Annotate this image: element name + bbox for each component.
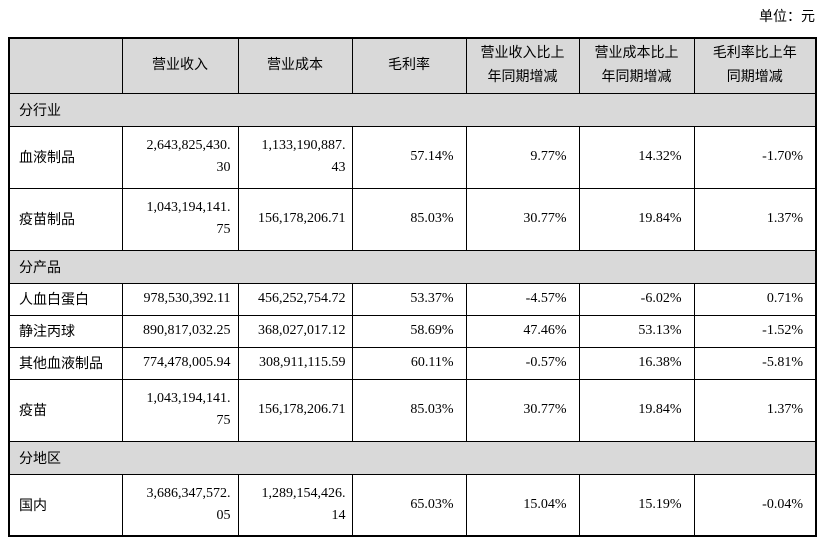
- row-label: 国内: [8, 473, 123, 537]
- revenue-yoy-cell: -4.57%: [465, 282, 580, 316]
- revenue-cell: 774,478,005.94: [121, 346, 239, 380]
- table-row: 其他血液制品 774,478,005.94 308,911,115.59 60.…: [8, 346, 817, 380]
- col-header-revenue-yoy: 营业收入比上年同期增减: [465, 37, 580, 94]
- cost-cell: 1,289,154,426.14: [237, 473, 353, 537]
- gross-margin-cell: 58.69%: [351, 314, 467, 348]
- cost-cell: 456,252,754.72: [237, 282, 353, 316]
- margin-yoy-cell: -1.52%: [693, 314, 817, 348]
- table-row: 血液制品 2,643,825,430.30 1,133,190,887.43 5…: [8, 125, 817, 189]
- col-header-margin-yoy: 毛利率比上年同期增减: [693, 37, 817, 94]
- col-header-empty: [8, 37, 123, 94]
- cost-cell: 156,178,206.71: [237, 378, 353, 442]
- gross-margin-cell: 53.37%: [351, 282, 467, 316]
- section-label: 分产品: [8, 249, 817, 284]
- cost-yoy-cell: 15.19%: [578, 473, 695, 537]
- revenue-cell: 890,817,032.25: [121, 314, 239, 348]
- cost-yoy-cell: 19.84%: [578, 378, 695, 442]
- section-row-product: 分产品: [8, 249, 817, 284]
- revenue-yoy-cell: 15.04%: [465, 473, 580, 537]
- col-header-cost-yoy: 营业成本比上年同期增减: [578, 37, 695, 94]
- section-row-region: 分地区: [8, 440, 817, 475]
- cost-cell: 308,911,115.59: [237, 346, 353, 380]
- row-label: 静注丙球: [8, 314, 123, 348]
- revenue-yoy-cell: 9.77%: [465, 125, 580, 189]
- table-row: 疫苗 1,043,194,141.75 156,178,206.71 85.03…: [8, 378, 817, 442]
- cost-cell: 156,178,206.71: [237, 187, 353, 251]
- table-header-row: 营业收入 营业成本 毛利率 营业收入比上年同期增减 营业成本比上年同期增减 毛利…: [8, 37, 817, 94]
- section-label: 分行业: [8, 92, 817, 127]
- col-header-revenue: 营业收入: [121, 37, 239, 94]
- row-label: 疫苗制品: [8, 187, 123, 251]
- revenue-yoy-cell: -0.57%: [465, 346, 580, 380]
- row-label: 其他血液制品: [8, 346, 123, 380]
- cost-cell: 368,027,017.12: [237, 314, 353, 348]
- margin-yoy-cell: -0.04%: [693, 473, 817, 537]
- gross-margin-cell: 60.11%: [351, 346, 467, 380]
- table-row: 国内 3,686,347,572.05 1,289,154,426.14 65.…: [8, 473, 817, 537]
- table-row: 人血白蛋白 978,530,392.11 456,252,754.72 53.3…: [8, 282, 817, 316]
- margin-yoy-cell: -5.81%: [693, 346, 817, 380]
- revenue-yoy-cell: 47.46%: [465, 314, 580, 348]
- revenue-cell: 978,530,392.11: [121, 282, 239, 316]
- cost-yoy-cell: 19.84%: [578, 187, 695, 251]
- cost-yoy-cell: 14.32%: [578, 125, 695, 189]
- gross-margin-cell: 57.14%: [351, 125, 467, 189]
- gross-margin-cell: 85.03%: [351, 187, 467, 251]
- gross-margin-cell: 65.03%: [351, 473, 467, 537]
- section-row-industry: 分行业: [8, 92, 817, 127]
- revenue-yoy-cell: 30.77%: [465, 378, 580, 442]
- table-row: 疫苗制品 1,043,194,141.75 156,178,206.71 85.…: [8, 187, 817, 251]
- unit-label: 单位：元: [759, 10, 815, 25]
- revenue-cell: 1,043,194,141.75: [121, 187, 239, 251]
- table-row: 静注丙球 890,817,032.25 368,027,017.12 58.69…: [8, 314, 817, 348]
- revenue-cell: 1,043,194,141.75: [121, 378, 239, 442]
- revenue-cell: 2,643,825,430.30: [121, 125, 239, 189]
- cost-yoy-cell: 16.38%: [578, 346, 695, 380]
- cost-yoy-cell: 53.13%: [578, 314, 695, 348]
- margin-yoy-cell: 1.37%: [693, 378, 817, 442]
- row-label: 人血白蛋白: [8, 282, 123, 316]
- gross-margin-cell: 85.03%: [351, 378, 467, 442]
- row-label: 疫苗: [8, 378, 123, 442]
- revenue-cell: 3,686,347,572.05: [121, 473, 239, 537]
- col-header-cost: 营业成本: [237, 37, 353, 94]
- row-label: 血液制品: [8, 125, 123, 189]
- revenue-yoy-cell: 30.77%: [465, 187, 580, 251]
- operating-segments-table: 营业收入 营业成本 毛利率 营业收入比上年同期增减 营业成本比上年同期增减 毛利…: [8, 37, 817, 537]
- col-header-gross-margin: 毛利率: [351, 37, 467, 94]
- cost-cell: 1,133,190,887.43: [237, 125, 353, 189]
- section-label: 分地区: [8, 440, 817, 475]
- cost-yoy-cell: -6.02%: [578, 282, 695, 316]
- margin-yoy-cell: 1.37%: [693, 187, 817, 251]
- margin-yoy-cell: 0.71%: [693, 282, 817, 316]
- margin-yoy-cell: -1.70%: [693, 125, 817, 189]
